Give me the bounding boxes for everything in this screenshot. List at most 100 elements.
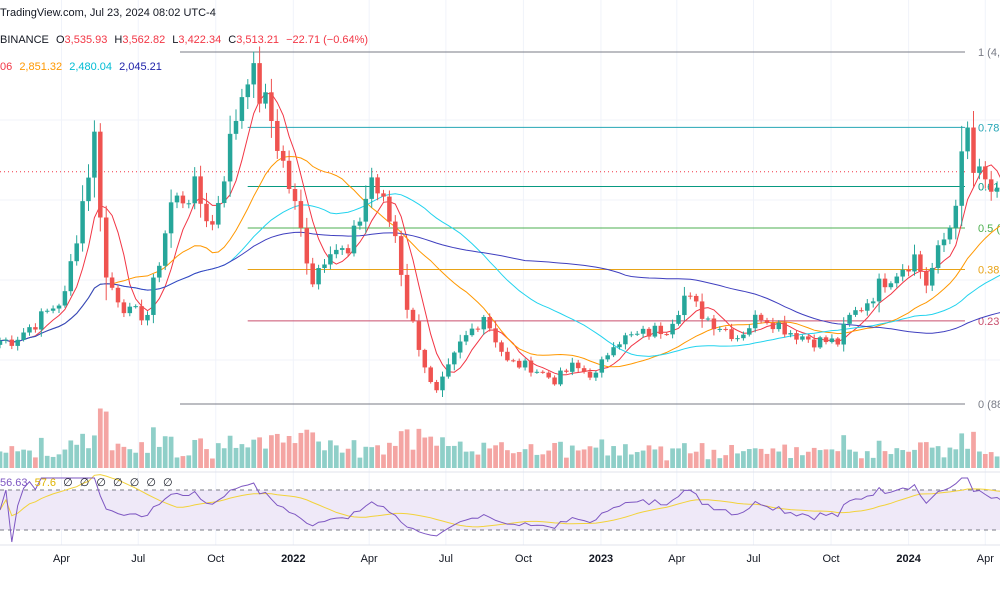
candle[interactable] <box>251 51 256 98</box>
candle[interactable] <box>977 158 982 180</box>
candle[interactable] <box>233 109 239 140</box>
candle[interactable] <box>145 311 150 326</box>
candle[interactable] <box>174 192 180 209</box>
candle[interactable] <box>221 176 227 208</box>
candle[interactable] <box>682 286 687 321</box>
candle[interactable] <box>387 190 392 227</box>
candle[interactable] <box>900 264 905 282</box>
candle[interactable] <box>670 319 675 339</box>
candle[interactable] <box>192 167 197 210</box>
candle[interactable] <box>381 189 386 202</box>
candle[interactable] <box>204 192 209 228</box>
candle[interactable] <box>806 334 811 343</box>
candle[interactable] <box>115 284 121 308</box>
candle[interactable] <box>634 330 640 336</box>
candle[interactable] <box>888 281 894 290</box>
candle[interactable] <box>564 368 569 374</box>
candle[interactable] <box>239 88 245 129</box>
candle[interactable] <box>9 335 15 350</box>
candle[interactable] <box>953 199 959 240</box>
candle[interactable] <box>505 347 510 362</box>
candle[interactable] <box>652 322 658 339</box>
candle[interactable] <box>835 337 841 347</box>
candle[interactable] <box>676 310 681 326</box>
candle[interactable] <box>15 336 20 351</box>
candle[interactable] <box>316 264 321 290</box>
candle[interactable] <box>98 123 103 232</box>
candle[interactable] <box>133 304 138 309</box>
candle[interactable] <box>139 299 144 326</box>
candle[interactable] <box>27 324 32 336</box>
candle[interactable] <box>528 356 534 377</box>
candle[interactable] <box>894 273 900 288</box>
candle[interactable] <box>965 121 970 160</box>
candle[interactable] <box>593 370 599 381</box>
candle[interactable] <box>522 358 528 371</box>
candle[interactable] <box>646 327 652 340</box>
candle[interactable] <box>623 332 628 350</box>
candle[interactable] <box>109 272 115 291</box>
candle[interactable] <box>705 316 711 322</box>
candle[interactable] <box>398 230 404 287</box>
candle[interactable] <box>434 379 439 393</box>
candle[interactable] <box>404 263 410 319</box>
candle[interactable] <box>33 323 38 333</box>
candle[interactable] <box>216 195 221 229</box>
candle[interactable] <box>322 259 327 273</box>
candle[interactable] <box>180 191 186 209</box>
candle[interactable] <box>516 358 522 369</box>
candle[interactable] <box>210 214 215 231</box>
candle[interactable] <box>357 217 363 230</box>
candles[interactable] <box>0 46 1000 397</box>
candle[interactable] <box>699 293 705 328</box>
candle[interactable] <box>292 183 298 210</box>
candle[interactable] <box>859 307 864 313</box>
candle[interactable] <box>198 165 203 218</box>
candle[interactable] <box>487 313 492 332</box>
candle[interactable] <box>44 308 50 314</box>
candle[interactable] <box>121 299 127 318</box>
candle[interactable] <box>711 314 717 336</box>
candle[interactable] <box>428 365 433 384</box>
candle[interactable] <box>747 324 752 337</box>
candle[interactable] <box>617 341 622 350</box>
candle[interactable] <box>829 334 835 344</box>
candle[interactable] <box>298 189 304 237</box>
candle[interactable] <box>552 375 557 386</box>
candle[interactable] <box>310 257 315 288</box>
candle[interactable] <box>345 244 351 257</box>
candle[interactable] <box>463 330 469 346</box>
candle[interactable] <box>245 79 251 110</box>
candle[interactable] <box>304 217 310 275</box>
candle[interactable] <box>499 340 504 357</box>
candle[interactable] <box>575 359 581 373</box>
candle[interactable] <box>664 332 669 336</box>
candle[interactable] <box>286 150 292 194</box>
candle[interactable] <box>416 314 422 357</box>
candle[interactable] <box>363 185 369 234</box>
candle[interactable] <box>570 357 575 376</box>
candle[interactable] <box>581 365 587 374</box>
candle[interactable] <box>452 351 457 371</box>
candle[interactable] <box>369 167 374 208</box>
candle[interactable] <box>929 262 935 291</box>
candle[interactable] <box>558 367 563 387</box>
candle[interactable] <box>935 240 941 274</box>
candle[interactable] <box>80 185 85 252</box>
candle[interactable] <box>876 273 882 313</box>
candle[interactable] <box>865 299 870 316</box>
candle[interactable] <box>86 164 91 212</box>
candle[interactable] <box>162 230 168 271</box>
candle[interactable] <box>440 371 445 397</box>
candle[interactable] <box>924 267 929 294</box>
candle[interactable] <box>587 368 593 381</box>
candle[interactable] <box>912 244 917 276</box>
candle[interactable] <box>611 342 616 358</box>
candle[interactable] <box>375 174 380 201</box>
candle[interactable] <box>800 334 805 342</box>
candle[interactable] <box>823 335 829 345</box>
candle[interactable] <box>735 335 740 342</box>
candle[interactable] <box>788 330 793 338</box>
candle[interactable] <box>0 337 3 349</box>
candle[interactable] <box>853 306 858 317</box>
